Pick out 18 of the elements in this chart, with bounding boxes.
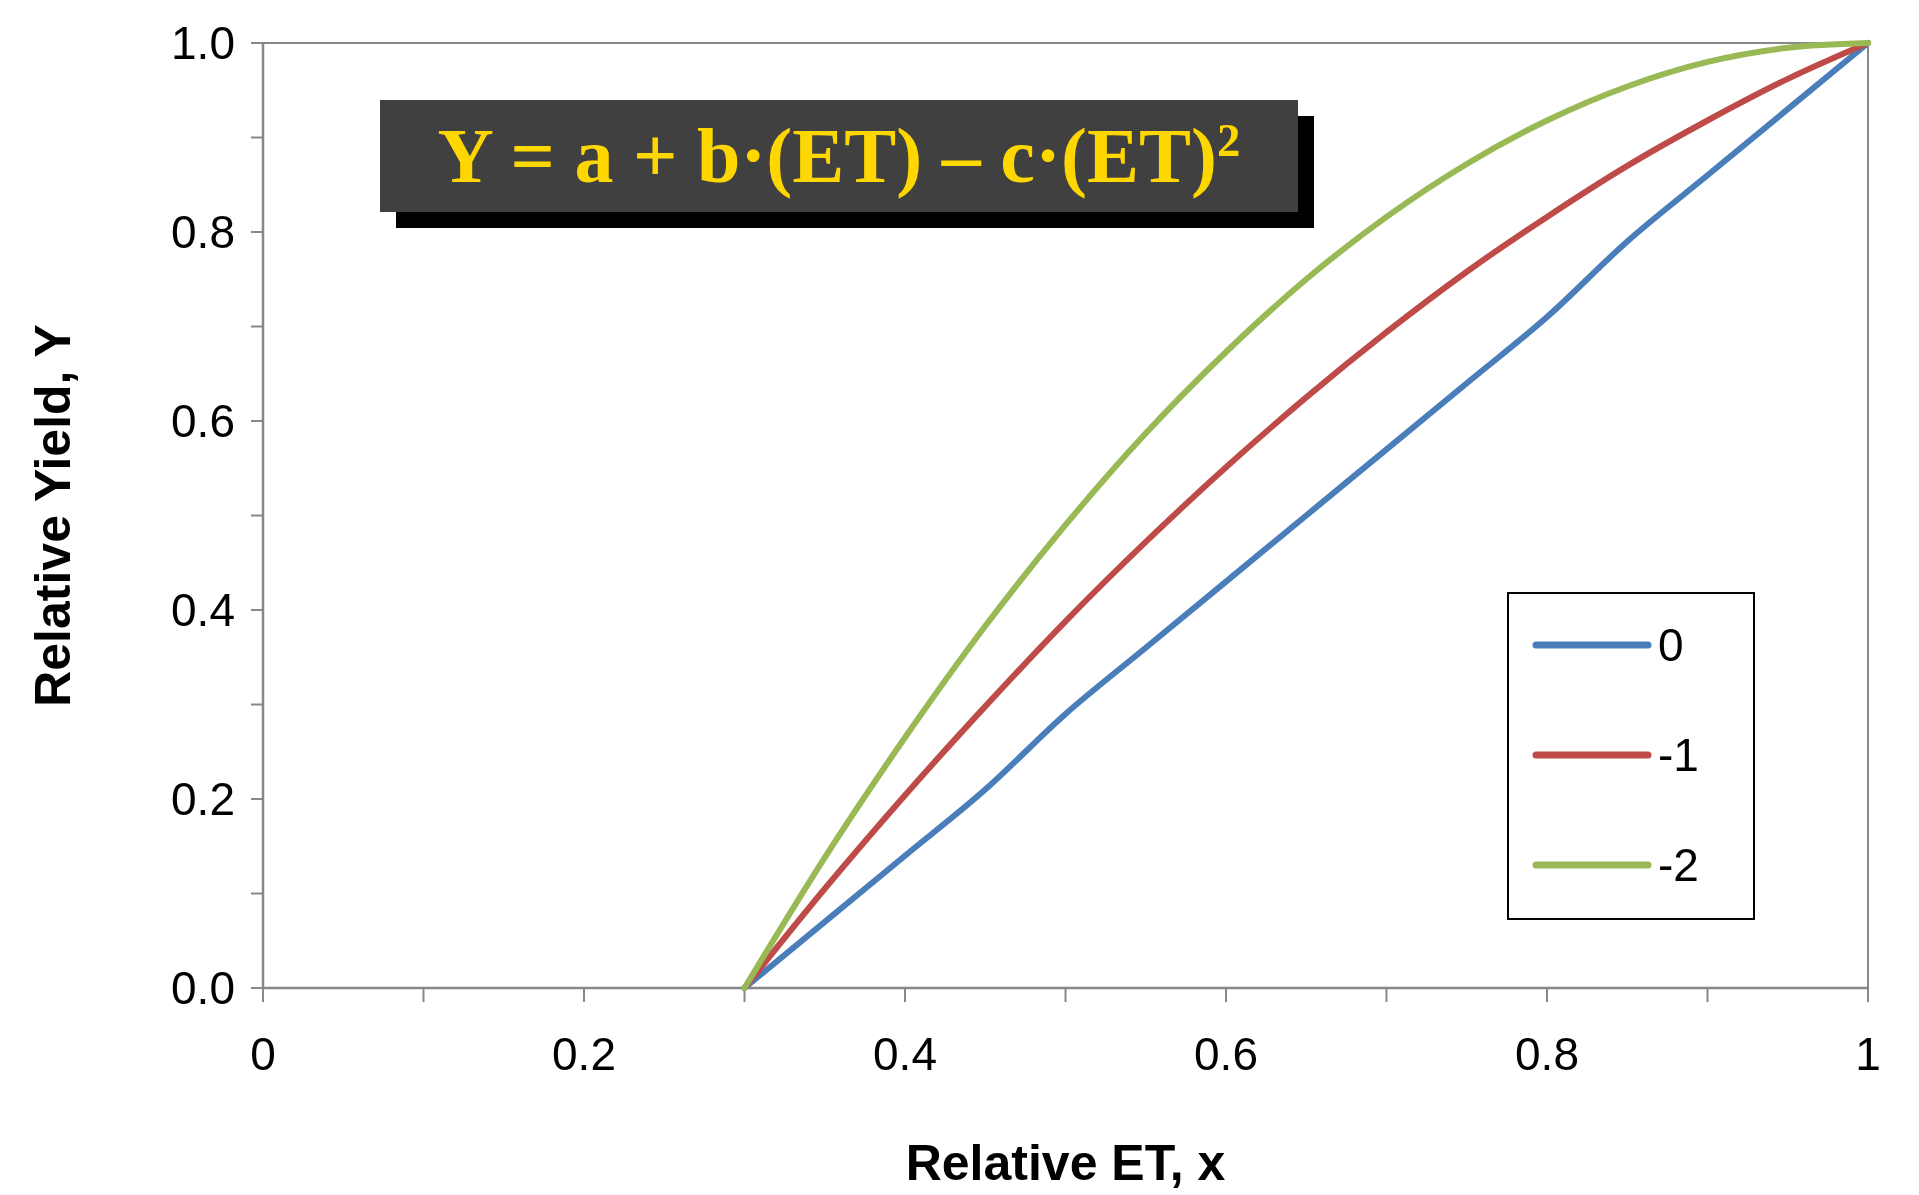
x-tick-label: 0.6 bbox=[1194, 1028, 1258, 1080]
x-tick-label: 0.2 bbox=[552, 1028, 616, 1080]
x-axis-title: Relative ET, x bbox=[905, 1135, 1226, 1191]
legend-label: -2 bbox=[1658, 839, 1699, 891]
legend-label: -1 bbox=[1658, 729, 1699, 781]
y-tick-label: 0.6 bbox=[171, 395, 235, 447]
x-tick-label: 0.4 bbox=[873, 1028, 937, 1080]
x-tick-label: 0.8 bbox=[1515, 1028, 1579, 1080]
y-tick-label: 0.0 bbox=[171, 962, 235, 1014]
y-tick-label: 0.2 bbox=[171, 773, 235, 825]
y-tick-label: 0.8 bbox=[171, 206, 235, 258]
y-tick-label: 0.4 bbox=[171, 584, 235, 636]
annotation: Y = a + b·(ET) – c·(ET)$^{2}$ bbox=[437, 112, 1241, 199]
y-axis-title: Relative Yield, Y bbox=[25, 324, 81, 707]
legend-label: 0 bbox=[1658, 619, 1684, 671]
x-tick-label: 0 bbox=[250, 1028, 276, 1080]
x-tick-label: 1 bbox=[1855, 1028, 1881, 1080]
y-tick-label: 1.0 bbox=[171, 17, 235, 69]
